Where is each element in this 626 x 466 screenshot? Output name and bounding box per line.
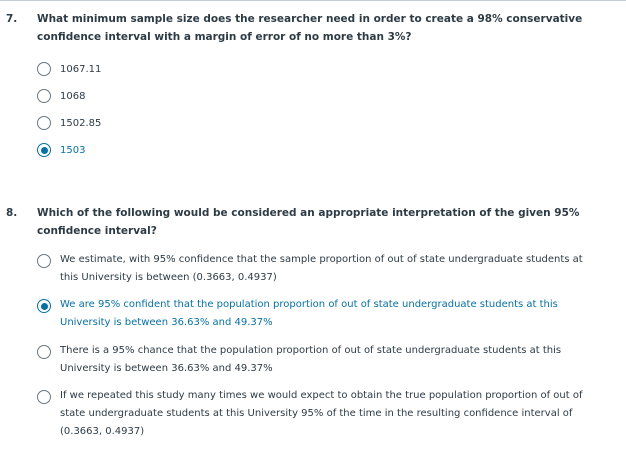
- radio-button[interactable]: [37, 62, 51, 76]
- answer-label: There is a 95% chance that the populatio…: [60, 345, 562, 374]
- radio-button[interactable]: [37, 89, 51, 103]
- radio-button[interactable]: [37, 345, 51, 359]
- question-number: 8.: [6, 207, 18, 219]
- top-divider: [0, 0, 626, 1]
- answer-label: We are 95% confident that the population…: [60, 299, 558, 328]
- radio-button[interactable]: [37, 116, 51, 130]
- question-text: What minimum sample size does the resear…: [37, 13, 583, 43]
- answer-label: We estimate, with 95% confidence that th…: [60, 254, 583, 283]
- answer-label: If we repeated this study many times we …: [60, 390, 583, 437]
- answer-label: 1068: [60, 91, 86, 102]
- radio-button[interactable]: [37, 254, 51, 268]
- radio-button-checked[interactable]: [37, 143, 51, 157]
- question-7: 7. What minimum sample size does the res…: [0, 10, 626, 160]
- answer-label: 1502.85: [60, 118, 102, 129]
- question-text: Which of the following would be consider…: [37, 207, 580, 237]
- radio-button[interactable]: [37, 390, 51, 404]
- answer-label: 1067.11: [60, 64, 102, 75]
- question-number: 7.: [6, 13, 18, 25]
- question-8: 8. Which of the following would be consi…: [0, 204, 626, 454]
- radio-button-checked[interactable]: [37, 299, 51, 313]
- answer-label: 1503: [60, 145, 86, 156]
